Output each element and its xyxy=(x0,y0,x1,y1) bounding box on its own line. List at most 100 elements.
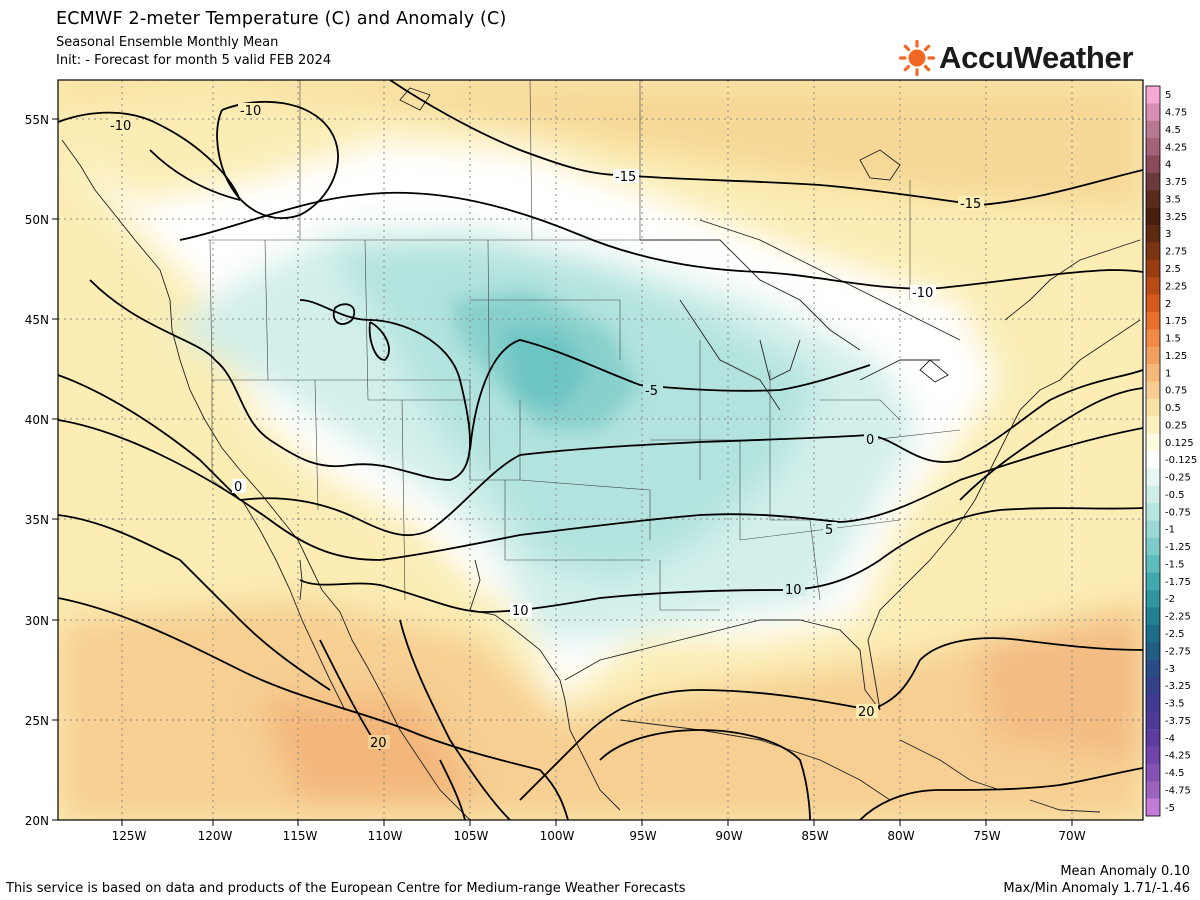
contour-label: 20 xyxy=(858,705,875,720)
colorbar-label: 4 xyxy=(1165,160,1171,171)
colorbar-label: 1.75 xyxy=(1165,316,1187,327)
colorbar-label: -3 xyxy=(1165,664,1175,675)
colorbar-swatch xyxy=(1146,659,1160,678)
lon-label: 120W xyxy=(198,829,233,843)
coastlines-and-borders xyxy=(61,87,1141,820)
colorbar-label: -4.75 xyxy=(1165,785,1191,796)
colorbar-label: 0.25 xyxy=(1165,420,1187,431)
colorbar-swatch xyxy=(1146,763,1160,782)
colorbar-swatch xyxy=(1146,798,1160,817)
colorbar-label: 2.25 xyxy=(1165,281,1187,292)
colorbar-swatch xyxy=(1146,503,1160,521)
logo-wordmark: AccuWeather xyxy=(939,40,1134,75)
contour-label: -5 xyxy=(645,384,658,399)
colorbar-swatch xyxy=(1146,433,1160,452)
contour-label: -10 xyxy=(110,119,131,134)
colorbar-swatch xyxy=(1146,746,1160,765)
lat-label: 20N xyxy=(25,814,49,828)
mean-anomaly: Mean Anomaly 0.10 xyxy=(1060,864,1190,879)
contour-label: 5 xyxy=(825,523,833,538)
contour-label: -15 xyxy=(615,170,636,185)
colorbar-label: 1 xyxy=(1165,368,1171,379)
contour-label: 0 xyxy=(234,480,242,495)
state-borders xyxy=(208,80,961,611)
colorbar-label: 4.25 xyxy=(1165,142,1187,153)
contour-label: -10 xyxy=(912,286,933,301)
colorbar-swatch xyxy=(1146,242,1160,261)
colorbar-swatch xyxy=(1146,277,1160,295)
colorbar-label: -0.125 xyxy=(1165,455,1197,466)
colorbar-swatch xyxy=(1146,537,1160,556)
lon-label: 95W xyxy=(629,829,656,843)
lon-label: 100W xyxy=(540,829,575,843)
colorbar-label: 2 xyxy=(1165,299,1171,310)
lat-label: 50N xyxy=(25,213,49,227)
contour-label: -10 xyxy=(240,104,261,119)
colorbar-swatch xyxy=(1146,364,1160,382)
lat-label: 35N xyxy=(25,513,49,527)
colorbar-label: -3.5 xyxy=(1165,699,1185,710)
colorbar-label: -1.5 xyxy=(1165,559,1185,570)
contour-label: 20 xyxy=(370,736,387,751)
colorbar-swatch xyxy=(1146,329,1160,348)
colorbar-label: 3.25 xyxy=(1165,212,1187,223)
colorbar-label: -4.5 xyxy=(1165,768,1185,779)
colorbar-label: -2 xyxy=(1165,594,1175,605)
colorbar-label: 3 xyxy=(1165,229,1171,240)
colorbar-swatch xyxy=(1146,729,1160,747)
lon-label: 125W xyxy=(112,829,147,843)
colorbar-swatch xyxy=(1146,346,1160,365)
init-forecast-line: Init: - Forecast for month 5 valid FEB 2… xyxy=(56,53,332,68)
colorbar-label: 0.125 xyxy=(1165,438,1194,449)
colorbar-swatch xyxy=(1146,381,1160,400)
lon-label: 105W xyxy=(454,829,489,843)
colorbar-label: -2.75 xyxy=(1165,646,1191,657)
colorbar-label: -5 xyxy=(1165,803,1175,814)
contour-label: -15 xyxy=(960,197,981,212)
colorbar-swatch xyxy=(1146,485,1160,504)
colorbar-swatch xyxy=(1146,103,1160,122)
colorbar-label: -1 xyxy=(1165,525,1175,536)
colorbar-swatch xyxy=(1146,225,1160,243)
colorbar-label: -4 xyxy=(1165,733,1175,744)
colorbar-label: 0.75 xyxy=(1165,386,1187,397)
colorbar-swatch xyxy=(1146,86,1160,104)
temperature-contours xyxy=(58,80,1143,820)
contour-labels: -10 -10 -15 -15 -10 -5 0 0 5 10 10 20 20 xyxy=(108,103,984,751)
colorbar-label: 0.5 xyxy=(1165,403,1181,414)
sun-icon xyxy=(898,39,936,77)
colorbar-swatch xyxy=(1146,259,1160,278)
latitude-axis xyxy=(52,118,58,821)
colorbar-swatch xyxy=(1146,676,1160,695)
colorbar-label: -3.25 xyxy=(1165,681,1191,692)
colorbar-swatch xyxy=(1146,624,1160,643)
colorbar-label: 4.75 xyxy=(1165,108,1187,119)
colorbar-label: -3.75 xyxy=(1165,716,1191,727)
contour-label: 0 xyxy=(866,433,874,448)
colorbar-label: -1.25 xyxy=(1165,542,1191,553)
colorbar-label: 2.5 xyxy=(1165,264,1181,275)
colorbar-label: -2.5 xyxy=(1165,629,1185,640)
colorbar-label: 5 xyxy=(1165,90,1171,101)
colorbar-swatch xyxy=(1146,642,1160,660)
colorbar-label: -1.75 xyxy=(1165,577,1191,588)
lon-label: 75W xyxy=(973,829,1000,843)
colorbar-swatch xyxy=(1146,398,1160,417)
lat-label: 25N xyxy=(25,714,49,728)
anomaly-shading xyxy=(58,80,1143,820)
contour-label: 10 xyxy=(512,604,529,619)
colorbar-swatch xyxy=(1146,572,1160,591)
colorbar-frame xyxy=(1145,85,1161,817)
lat-label: 40N xyxy=(25,413,49,427)
colorbar-label: 2.75 xyxy=(1165,247,1187,258)
colorbar-swatch xyxy=(1146,172,1160,191)
ecmwf-attribution: This service is based on data and produc… xyxy=(6,881,686,896)
contour-label: 10 xyxy=(785,583,802,598)
colorbar-swatch xyxy=(1146,590,1160,608)
lat-label: 55N xyxy=(25,113,49,127)
colorbar-label: 1.5 xyxy=(1165,334,1181,345)
colorbar-swatch xyxy=(1146,416,1160,434)
longitude-axis xyxy=(121,820,1073,826)
longitude-labels: 125W 120W 115W 110W 105W 100W 95W 90W 85… xyxy=(112,829,1086,843)
